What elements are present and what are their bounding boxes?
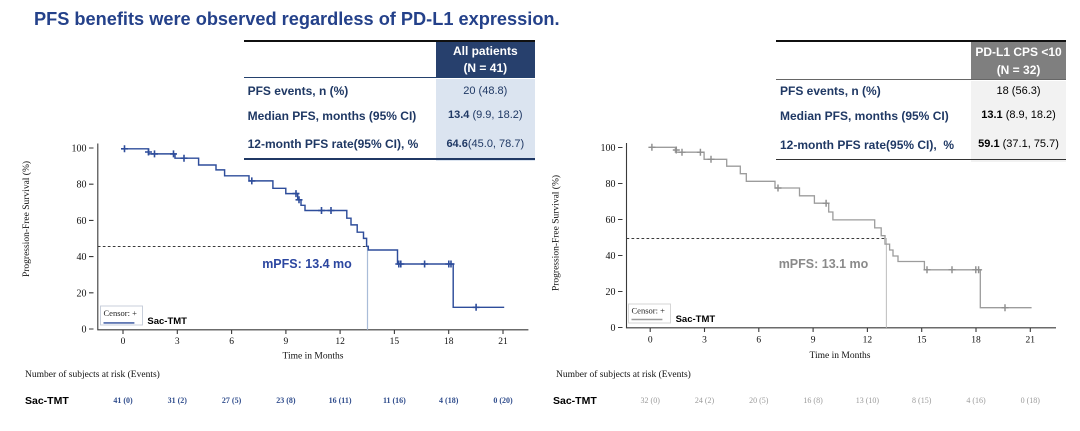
- svg-text:21: 21: [1026, 335, 1036, 345]
- svg-text:Censor: +: Censor: +: [104, 308, 138, 318]
- svg-text:32 (0): 32 (0): [641, 396, 661, 405]
- svg-text:40: 40: [606, 251, 616, 262]
- svg-text:15: 15: [917, 335, 927, 345]
- svg-text:Censor: +: Censor: +: [632, 306, 666, 316]
- svg-text:4 (16): 4 (16): [966, 396, 986, 405]
- svg-text:40: 40: [77, 252, 87, 263]
- svg-text:0: 0: [121, 337, 126, 347]
- svg-text:Progression-Free Survival (%): Progression-Free Survival (%): [21, 161, 32, 277]
- svg-text:mPFS: 13.1 mo: mPFS: 13.1 mo: [779, 257, 869, 271]
- svg-text:80: 80: [606, 179, 616, 190]
- svg-text:80: 80: [77, 180, 87, 191]
- svg-text:Time in Months: Time in Months: [810, 351, 871, 361]
- svg-text:16 (11): 16 (11): [329, 396, 352, 405]
- svg-text:20: 20: [77, 288, 87, 299]
- svg-text:Progression-Free Survival (%): Progression-Free Survival (%): [551, 175, 562, 291]
- svg-text:9: 9: [811, 335, 816, 345]
- svg-text:18: 18: [971, 335, 981, 345]
- svg-text:18: 18: [444, 337, 454, 347]
- svg-text:24 (2): 24 (2): [695, 396, 715, 405]
- svg-text:21: 21: [498, 337, 508, 347]
- svg-text:16 (8): 16 (8): [803, 396, 823, 405]
- svg-text:12: 12: [863, 335, 873, 345]
- svg-text:27 (5): 27 (5): [222, 396, 242, 405]
- svg-text:8 (15): 8 (15): [912, 396, 932, 405]
- svg-text:0: 0: [82, 325, 87, 336]
- svg-text:12: 12: [335, 337, 345, 347]
- svg-text:3: 3: [175, 337, 180, 347]
- svg-text:41 (0): 41 (0): [113, 396, 133, 405]
- svg-text:6: 6: [756, 335, 761, 345]
- svg-text:Number of subjects at risk (Ev: Number of subjects at risk (Events): [25, 369, 160, 380]
- svg-text:60: 60: [606, 215, 616, 226]
- svg-text:Sac-TMT: Sac-TMT: [553, 395, 597, 407]
- svg-text:23 (8): 23 (8): [276, 396, 296, 405]
- svg-text:20 (5): 20 (5): [749, 396, 769, 405]
- svg-text:6: 6: [229, 337, 234, 347]
- svg-text:11 (16): 11 (16): [383, 396, 406, 405]
- svg-text:0 (20): 0 (20): [493, 396, 513, 405]
- svg-text:100: 100: [72, 144, 87, 155]
- svg-text:31 (2): 31 (2): [168, 396, 188, 405]
- svg-text:Sac-TMT: Sac-TMT: [25, 395, 69, 407]
- svg-text:20: 20: [606, 287, 616, 298]
- svg-text:Time in Months: Time in Months: [283, 352, 344, 362]
- svg-text:Sac-TMT: Sac-TMT: [147, 316, 187, 327]
- svg-text:Number of subjects at risk (Ev: Number of subjects at risk (Events): [556, 369, 691, 380]
- svg-text:0: 0: [648, 335, 653, 345]
- svg-text:mPFS: 13.4 mo: mPFS: 13.4 mo: [262, 257, 352, 271]
- svg-text:9: 9: [284, 337, 289, 347]
- svg-text:0 (18): 0 (18): [1021, 396, 1041, 405]
- svg-text:0: 0: [611, 323, 616, 334]
- svg-text:4 (18): 4 (18): [439, 396, 459, 405]
- svg-text:15: 15: [390, 337, 400, 347]
- svg-text:3: 3: [702, 335, 707, 345]
- svg-text:100: 100: [601, 143, 616, 154]
- svg-text:13 (10): 13 (10): [856, 396, 880, 405]
- svg-text:Sac-TMT: Sac-TMT: [676, 314, 716, 325]
- svg-text:60: 60: [77, 216, 87, 227]
